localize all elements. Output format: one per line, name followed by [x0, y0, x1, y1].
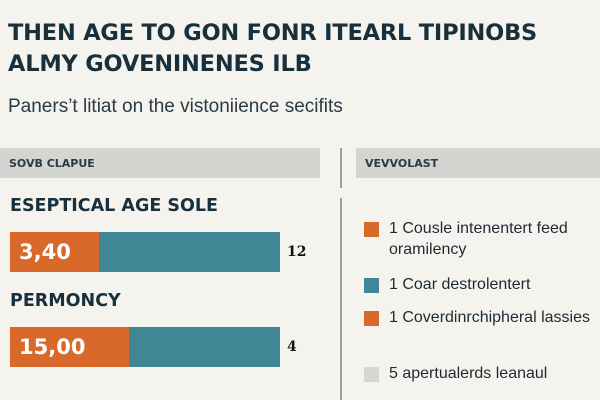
bar-track: 15,00 [10, 327, 280, 367]
column-divider-top [340, 148, 342, 188]
bar-fill: 3,40 [10, 232, 100, 272]
left-section-header: SOVB CLAPUE [0, 148, 320, 178]
bar-fill: 15,00 [10, 327, 129, 367]
legend-item: 1 Coar destrolentert [364, 274, 600, 295]
legend-item: 1 Coverdinrchipheral lassies [364, 307, 600, 328]
chart-subtitle: Paners’t litiat on the vistoniience seci… [8, 96, 343, 117]
column-divider [340, 198, 342, 400]
legend-text: 5 apertualerds leanaul [389, 365, 548, 382]
bar-side-value: 12 [287, 244, 307, 260]
bar-side-value: 4 [287, 339, 297, 355]
legend-item: 1 Cousle intenentert feed oramilency [364, 218, 600, 260]
legend-swatch [364, 278, 379, 293]
title-line-2: ALMY GOVENINENES ILB [8, 51, 312, 77]
legend-swatch [364, 222, 379, 237]
legend-text: 1 Coverdinrchipheral lassies [389, 309, 590, 326]
chart-title: THEN AGE TO GON FONR ITEARL TIPINOBS ALM… [8, 18, 592, 80]
legend-text: 1 Coar destrolentert [389, 276, 531, 293]
legend-swatch [364, 367, 379, 382]
bar-label: PERMONCY [10, 291, 121, 311]
legend-item: 5 apertualerds leanaul [364, 363, 600, 384]
bar-label: ESEPTICAL AGE SOLE [10, 196, 218, 216]
bar-track: 3,40 [10, 232, 280, 272]
title-line-1: THEN AGE TO GON FONR ITEARL TIPINOBS [8, 20, 538, 46]
right-section-header: VEVVOLAST [356, 148, 600, 178]
legend-text: 1 Cousle intenentert feed oramilency [389, 220, 568, 258]
legend-swatch [364, 311, 379, 326]
